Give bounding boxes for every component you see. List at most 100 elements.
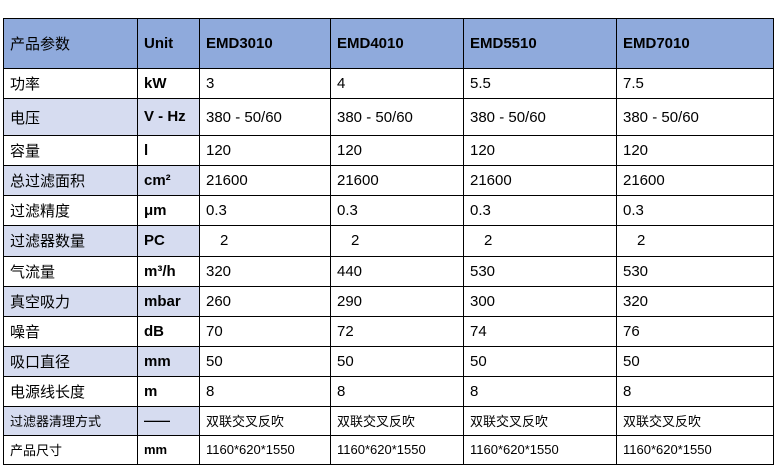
table-row: 总过滤面积 cm² 21600 21600 21600 21600 (3, 165, 774, 197)
value-cell: 1160*620*1550 (199, 434, 331, 466)
unit-cell: mbar (137, 285, 200, 317)
value-cell: 380 - 50/60 (199, 98, 331, 137)
value-cell: 380 - 50/60 (330, 98, 464, 137)
header-cell: EMD3010 (199, 17, 331, 70)
value-cell: 4 (330, 68, 464, 100)
row-label: 容量 (3, 135, 138, 167)
table-row: 气流量 m³/h 320 440 530 530 (3, 255, 774, 287)
row-label: 过滤器数量 (3, 225, 138, 257)
unit-cell: V - Hz (137, 98, 200, 137)
value-cell: 300 (463, 285, 617, 317)
unit-cell: mm (137, 434, 200, 466)
value-cell: 双联交叉反吹 (463, 405, 617, 436)
value-cell: 2 (330, 225, 464, 257)
value-cell: 2 (199, 225, 331, 257)
value-cell: 1160*620*1550 (616, 434, 774, 466)
value-cell: 76 (616, 315, 774, 347)
table-row: 功率 kW 3 4 5.5 7.5 (3, 68, 774, 100)
row-label: 气流量 (3, 255, 138, 287)
value-cell: 380 - 50/60 (463, 98, 617, 137)
value-cell: 0.3 (463, 195, 617, 227)
header-cell: Unit (137, 17, 200, 70)
value-cell: 260 (199, 285, 331, 317)
value-cell: 双联交叉反吹 (616, 405, 774, 436)
value-cell: 120 (463, 135, 617, 167)
value-cell: 21600 (199, 165, 331, 197)
unit-cell: PC (137, 225, 200, 257)
value-cell: 72 (330, 315, 464, 347)
table-body: 产品参数 Unit EMD3010 EMD4010 EMD5510 EMD7010 功率 kW… (3, 17, 774, 466)
value-cell: 320 (199, 255, 331, 287)
row-label: 真空吸力 (3, 285, 138, 317)
table-row: 电压 V - Hz 380 - 50/60 380 - 50/60 380 - 50/6… (3, 98, 774, 137)
header-row: 产品参数 Unit EMD3010 EMD4010 EMD5510 EMD7010 (3, 17, 774, 70)
value-cell: 21600 (463, 165, 617, 197)
row-label: 过滤器清理方式 (3, 405, 138, 436)
table-row: 电源线长度 m 8 8 8 8 (3, 375, 774, 407)
value-cell: 530 (463, 255, 617, 287)
value-cell: 5.5 (463, 68, 617, 100)
unit-cell: mm (137, 345, 200, 377)
table-row: 噪音 dB 70 72 74 76 (3, 315, 774, 347)
row-label: 产品尺寸 (3, 434, 138, 466)
header-cell: 产品参数 (3, 17, 138, 70)
value-cell: 50 (616, 345, 774, 377)
value-cell: 0.3 (616, 195, 774, 227)
unit-cell: dB (137, 315, 200, 347)
value-cell: 1160*620*1550 (330, 434, 464, 466)
unit-cell: l (137, 135, 200, 167)
row-label: 电压 (3, 98, 138, 137)
value-cell: 2 (616, 225, 774, 257)
row-label: 吸口直径 (3, 345, 138, 377)
table-row: 吸口直径 mm 50 50 50 50 (3, 345, 774, 377)
unit-cell: m³/h (137, 255, 200, 287)
row-label: 噪音 (3, 315, 138, 347)
unit-cell: μm (137, 195, 200, 227)
table-row: 产品尺寸 mm 1160*620*1550 1160*620*1550 1160*620… (3, 434, 774, 466)
value-cell: 120 (330, 135, 464, 167)
table-row: 容量 l 120 120 120 120 (3, 135, 774, 167)
value-cell: 1160*620*1550 (463, 434, 617, 466)
value-cell: 0.3 (199, 195, 331, 227)
value-cell: 21600 (330, 165, 464, 197)
value-cell: 380 - 50/60 (616, 98, 774, 137)
value-cell: 2 (463, 225, 617, 257)
value-cell: 7.5 (616, 68, 774, 100)
value-cell: 120 (616, 135, 774, 167)
header-cell: EMD5510 (463, 17, 617, 70)
unit-cell: cm² (137, 165, 200, 197)
table-row: 过滤器数量 PC 2 2 2 2 (3, 225, 774, 257)
value-cell: 8 (616, 375, 774, 407)
value-cell: 74 (463, 315, 617, 347)
header-cell: EMD4010 (330, 17, 464, 70)
value-cell: 320 (616, 285, 774, 317)
value-cell: 8 (199, 375, 331, 407)
value-cell: 530 (616, 255, 774, 287)
table-row: 过滤精度 μm 0.3 0.3 0.3 0.3 (3, 195, 774, 227)
value-cell: 双联交叉反吹 (330, 405, 464, 436)
spec-table: 产品参数 Unit EMD3010 EMD4010 EMD5510 EMD7010 功率 kW… (3, 17, 774, 466)
value-cell: 290 (330, 285, 464, 317)
value-cell: 50 (463, 345, 617, 377)
row-label: 功率 (3, 68, 138, 100)
value-cell: 双联交叉反吹 (199, 405, 331, 436)
value-cell: 8 (330, 375, 464, 407)
value-cell: 440 (330, 255, 464, 287)
value-cell: 50 (199, 345, 331, 377)
unit-cell: —— (137, 405, 200, 436)
table-row: 真空吸力 mbar 260 290 300 320 (3, 285, 774, 317)
table-row: 过滤器清理方式 —— 双联交叉反吹 双联交叉反吹 双联交叉反吹 双联交叉反吹 (3, 405, 774, 436)
value-cell: 8 (463, 375, 617, 407)
value-cell: 120 (199, 135, 331, 167)
row-label: 过滤精度 (3, 195, 138, 227)
value-cell: 0.3 (330, 195, 464, 227)
unit-cell: kW (137, 68, 200, 100)
value-cell: 50 (330, 345, 464, 377)
row-label: 电源线长度 (3, 375, 138, 407)
row-label: 总过滤面积 (3, 165, 138, 197)
value-cell: 3 (199, 68, 331, 100)
header-cell: EMD7010 (616, 17, 774, 70)
value-cell: 21600 (616, 165, 774, 197)
value-cell: 70 (199, 315, 331, 347)
